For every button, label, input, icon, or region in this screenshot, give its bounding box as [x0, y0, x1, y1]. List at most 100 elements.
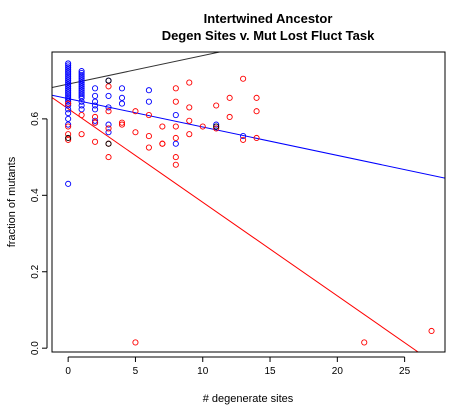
data-point [65, 115, 72, 122]
x-tick-label: 20 [332, 366, 344, 377]
data-point [65, 106, 72, 113]
data-point [118, 119, 126, 126]
data-point [78, 75, 85, 82]
data-point [65, 90, 72, 98]
data-point [92, 113, 99, 121]
data-point [65, 92, 72, 99]
data-point [213, 123, 220, 130]
data-point [78, 98, 85, 105]
data-point [78, 94, 85, 101]
data-point [78, 102, 85, 109]
data-point [145, 87, 152, 94]
y-tick-label: 0.4 [30, 188, 41, 202]
data-point [132, 339, 139, 346]
data-point [118, 121, 126, 128]
y-tick-label: 0.0 [30, 341, 41, 355]
data-point [65, 60, 72, 67]
data-point [186, 131, 193, 138]
data-point [78, 68, 85, 75]
y-axis-label: fraction of mutants [6, 156, 18, 247]
data-point [65, 64, 72, 71]
data-point [253, 108, 260, 115]
data-point [65, 89, 72, 96]
data-point [78, 71, 85, 78]
data-point [105, 121, 112, 128]
data-point [65, 73, 72, 80]
x-tick-label: 0 [65, 366, 71, 377]
y-axis: 0.0 0.2 0.4 0.6 [30, 111, 48, 355]
data-point [172, 161, 179, 168]
data-point [78, 89, 85, 96]
data-point [92, 92, 99, 99]
data-point [105, 77, 112, 84]
data-point [240, 136, 247, 143]
data-point [213, 102, 220, 109]
y-tick-label: 0.6 [30, 111, 41, 125]
data-point [226, 113, 233, 121]
data-point [105, 129, 112, 136]
plot-frame [51, 51, 446, 353]
data-point [159, 140, 166, 147]
y-tick-label: 0.2 [30, 264, 41, 278]
data-point [105, 83, 112, 90]
data-point [65, 136, 72, 143]
fit-line-3 [52, 97, 419, 352]
data-point [92, 102, 99, 109]
data-point [105, 108, 112, 115]
data-point [361, 339, 368, 346]
data-point [78, 106, 85, 113]
data-points [65, 60, 435, 346]
chart-title: Intertwined Ancestor [204, 11, 333, 26]
data-point [65, 87, 72, 94]
data-point [65, 102, 72, 109]
data-point [78, 81, 85, 88]
data-point [65, 85, 72, 92]
data-point [186, 104, 193, 111]
data-point [186, 117, 193, 124]
data-point [65, 100, 72, 107]
data-point [105, 154, 112, 161]
data-point [78, 92, 85, 99]
data-point [105, 125, 112, 132]
data-point [78, 79, 85, 86]
data-point [65, 131, 72, 138]
data-point [172, 140, 179, 147]
data-point [78, 131, 85, 138]
data-point [145, 112, 152, 119]
data-point [118, 85, 126, 92]
data-point [65, 121, 72, 128]
data-point [172, 112, 179, 119]
data-point [65, 68, 72, 75]
x-tick-label: 10 [197, 366, 209, 377]
data-point [92, 138, 99, 145]
x-axis: 0 5 10 15 20 25 [65, 356, 411, 377]
data-point [78, 69, 85, 77]
data-point [213, 121, 220, 128]
data-point [105, 92, 112, 99]
data-point [428, 327, 435, 335]
data-point [92, 85, 99, 92]
data-point [65, 123, 72, 130]
data-point [105, 104, 112, 111]
data-point [65, 77, 72, 84]
data-point [65, 66, 72, 73]
data-point [92, 119, 99, 126]
data-point [92, 98, 99, 105]
data-point [78, 90, 85, 98]
data-point [65, 180, 72, 187]
data-point [145, 144, 152, 151]
data-point [65, 83, 72, 90]
fit-line-2 [52, 94, 445, 179]
data-point [145, 133, 152, 140]
data-point [65, 69, 72, 77]
data-point [213, 125, 220, 132]
data-point [65, 71, 72, 78]
data-point [65, 94, 72, 101]
data-point [132, 129, 139, 136]
data-point [226, 94, 233, 101]
data-point [92, 106, 99, 113]
data-point [172, 98, 179, 105]
data-point [65, 62, 72, 69]
data-point [65, 110, 72, 117]
